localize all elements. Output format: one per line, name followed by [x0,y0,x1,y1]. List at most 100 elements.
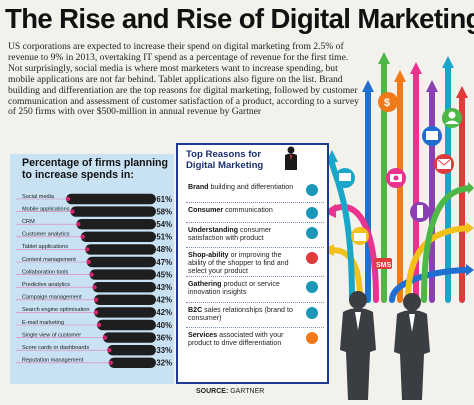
reason-keyword: Consumer [188,206,224,214]
reason-divider [186,302,324,303]
reason-item: Understanding consumer satisfaction with… [188,226,300,242]
bar [76,219,156,230]
bar-marker [65,196,71,202]
reason-text: associated with your product to drive di… [188,331,284,348]
category-label: Mobile applications [22,206,70,212]
bar [96,319,156,331]
reason-icon [306,252,318,264]
reason-text: building and differentiation [208,183,294,191]
reason-item: Brand building and differentiation [188,183,300,191]
chart-title: Percentage of firms planning to increase… [22,157,168,181]
reasons-title: Top Reasons for Digital Marketing [186,149,264,171]
value-label: 45% [156,270,172,279]
reason-text: product or service innovation insights [188,280,280,297]
bar-marker [80,234,85,239]
category-label: Social media [22,194,55,200]
reason-icon [306,184,318,196]
bar-marker [84,247,90,252]
category-label: Score cards or dashboards [22,345,89,351]
value-label: 33% [156,346,172,355]
reason-keyword: Brand [188,183,209,191]
bar-marker [96,322,102,328]
reason-icon [306,207,318,219]
reason-text: sales relationships (brand to consumer) [188,306,293,323]
value-label: 42% [156,308,172,317]
reason-item: Gathering product or service innovation … [188,280,300,296]
bar [70,206,156,217]
dollar-icon [378,92,398,112]
page-title: The Rise and Rise of Digital Marketing [5,3,474,34]
bar [108,357,156,368]
reason-divider [186,276,324,277]
svg-text:$: $ [384,97,390,109]
businessman-icon [285,146,297,170]
reason-item: Consumer communication [188,206,300,214]
reason-divider [186,247,324,248]
bar-marker [70,209,75,214]
category-label: Tablet applications [22,244,68,250]
value-label: 42% [156,296,172,305]
reason-divider [186,327,324,328]
category-label: Collaboration tools [22,269,69,275]
reason-text: communication [223,206,273,214]
bar-marker [102,335,108,340]
category-label: Campaign management [22,295,82,301]
reason-item: B2C sales relationships (brand to consum… [188,306,300,322]
category-label: Search engine optimisation [22,307,89,313]
reason-icon [306,281,318,293]
bar-marker [107,348,112,353]
bar-marker [86,259,91,265]
bar [86,256,156,268]
category-label: E-mail marketing [22,320,64,326]
bar [80,231,156,242]
intro-paragraph: US corporations are expected to increase… [8,41,359,118]
value-label: 58% [156,207,172,216]
reasons-panel [176,143,329,384]
bar [94,294,156,305]
category-label: Single view of customer [22,332,81,338]
value-label: 43% [156,283,172,292]
bar [89,269,156,280]
svg-text:SMS: SMS [376,262,392,269]
value-label: 36% [156,333,172,342]
category-label: CRM [22,219,35,225]
category-label: Content management [22,257,76,263]
bar-marker [93,310,99,315]
value-label: 47% [156,258,172,267]
reason-item: Shop-ability or improving the ability of… [188,251,300,275]
reason-keyword: B2C [188,306,203,314]
reason-icon [306,227,318,239]
bar [92,282,156,293]
reason-keyword: Understanding [188,226,239,234]
bar-marker [108,360,113,365]
bar-marker [92,285,97,290]
bar [66,193,156,205]
reason-icon [306,332,318,344]
reason-text: or improving the ability of the shopper … [188,251,289,276]
reason-item: Services associated with your product to… [188,331,300,347]
bar-marker [93,297,99,302]
bar-marker [89,272,94,277]
reason-text: consumer satisfaction with product [188,226,272,243]
source-credit: SOURCE: GARTNER [196,388,264,395]
category-label: Predictive analytics [22,282,70,288]
bar [94,307,156,318]
bar [85,244,156,255]
bar-marker [76,222,81,227]
value-label: 40% [156,321,172,330]
reason-icon [306,307,318,319]
value-label: 48% [156,245,172,254]
source-label: SOURCE: [196,388,229,395]
source-name: GARTNER [230,388,265,395]
reason-keyword: Shop-ability [188,251,229,259]
reason-divider [186,222,324,223]
value-label: 54% [156,220,172,229]
category-label: Customer analytics [22,232,70,238]
reason-divider [186,202,324,203]
value-label: 51% [156,233,172,242]
category-label: Reputation management [22,358,84,364]
value-label: 61% [156,195,172,204]
bar [102,332,156,343]
reason-keyword: Services [188,331,218,339]
